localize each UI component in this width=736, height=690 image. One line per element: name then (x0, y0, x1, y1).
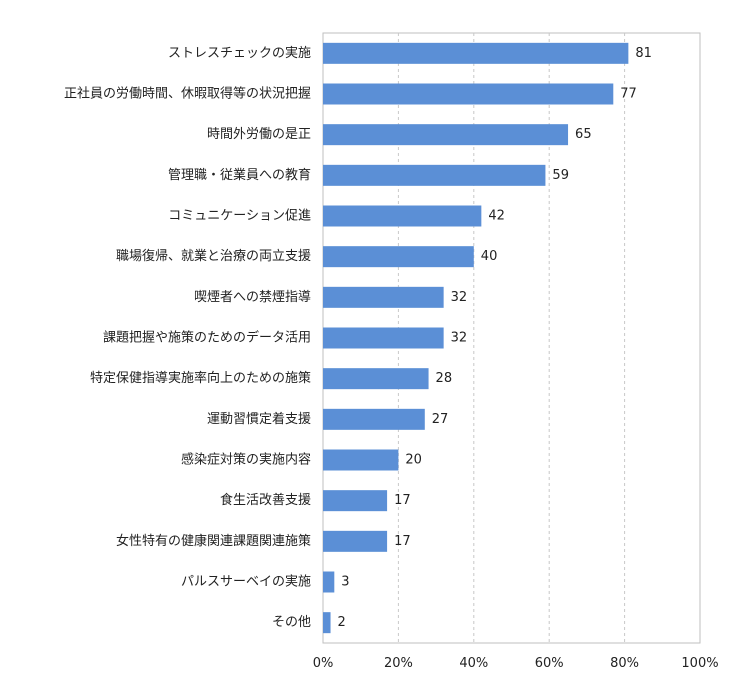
value-label: 17 (394, 493, 411, 508)
category-label: 喫煙者への禁煙指導 (194, 290, 311, 305)
value-label: 20 (405, 453, 422, 468)
value-label: 40 (481, 249, 498, 264)
value-label: 3 (341, 575, 349, 590)
x-tick-label: 60% (535, 656, 564, 671)
bar (323, 83, 614, 105)
category-labels: ストレスチェックの実施正社員の労働時間、休暇取得等の状況把握時間外労働の是正管理… (64, 45, 311, 630)
category-label: その他 (272, 615, 311, 630)
category-label: 課題把握や施策のためのデータ活用 (103, 330, 311, 346)
category-label: 管理職・従業員への教育 (168, 167, 311, 183)
category-label: 時間外労働の是正 (207, 127, 311, 142)
category-label: ストレスチェックの実施 (168, 45, 311, 61)
x-tick-label: 80% (610, 656, 639, 671)
bar (323, 286, 444, 308)
bar (323, 449, 399, 471)
value-label: 32 (451, 331, 468, 346)
bar (323, 571, 335, 593)
value-label: 59 (552, 168, 569, 183)
bar (323, 205, 482, 227)
bar (323, 490, 388, 512)
value-label: 2 (338, 615, 346, 630)
bar (323, 327, 444, 349)
value-label: 42 (488, 209, 505, 224)
category-label: 正社員の労働時間、休暇取得等の状況把握 (64, 86, 311, 102)
value-label: 32 (451, 290, 468, 305)
bar (323, 612, 331, 634)
x-tick-label: 0% (313, 656, 334, 671)
bar (323, 408, 425, 430)
category-label: 職場復帰、就業と治療の両立支援 (116, 248, 311, 264)
value-label: 65 (575, 127, 592, 142)
bar (323, 368, 429, 390)
category-label: 食生活改善支援 (220, 492, 311, 508)
x-tick-labels: 0% 20% 40% 60% 80% 100% (313, 656, 719, 671)
bar (323, 124, 569, 146)
category-label: パルスサーベイの実施 (181, 574, 311, 590)
bar (323, 246, 474, 268)
bar (323, 530, 388, 552)
bar (323, 164, 546, 186)
x-tick-label: 20% (384, 656, 413, 671)
category-label: 特定保健指導実施率向上のための施策 (90, 370, 311, 386)
value-label: 77 (620, 87, 637, 102)
category-label: 感染症対策の実施内容 (181, 452, 311, 468)
category-label: 運動習慣定着支援 (207, 411, 311, 427)
x-tick-label: 40% (459, 656, 488, 671)
bar (323, 42, 629, 64)
value-label: 27 (432, 412, 449, 427)
value-label: 81 (635, 46, 652, 61)
value-label: 17 (394, 534, 411, 549)
x-tick-label: 100% (681, 656, 718, 671)
category-label: 女性特有の健康関連課題関連施策 (116, 533, 311, 549)
bars (323, 42, 629, 634)
category-label: コミュニケーション促進 (168, 209, 311, 224)
value-label: 28 (436, 371, 453, 386)
